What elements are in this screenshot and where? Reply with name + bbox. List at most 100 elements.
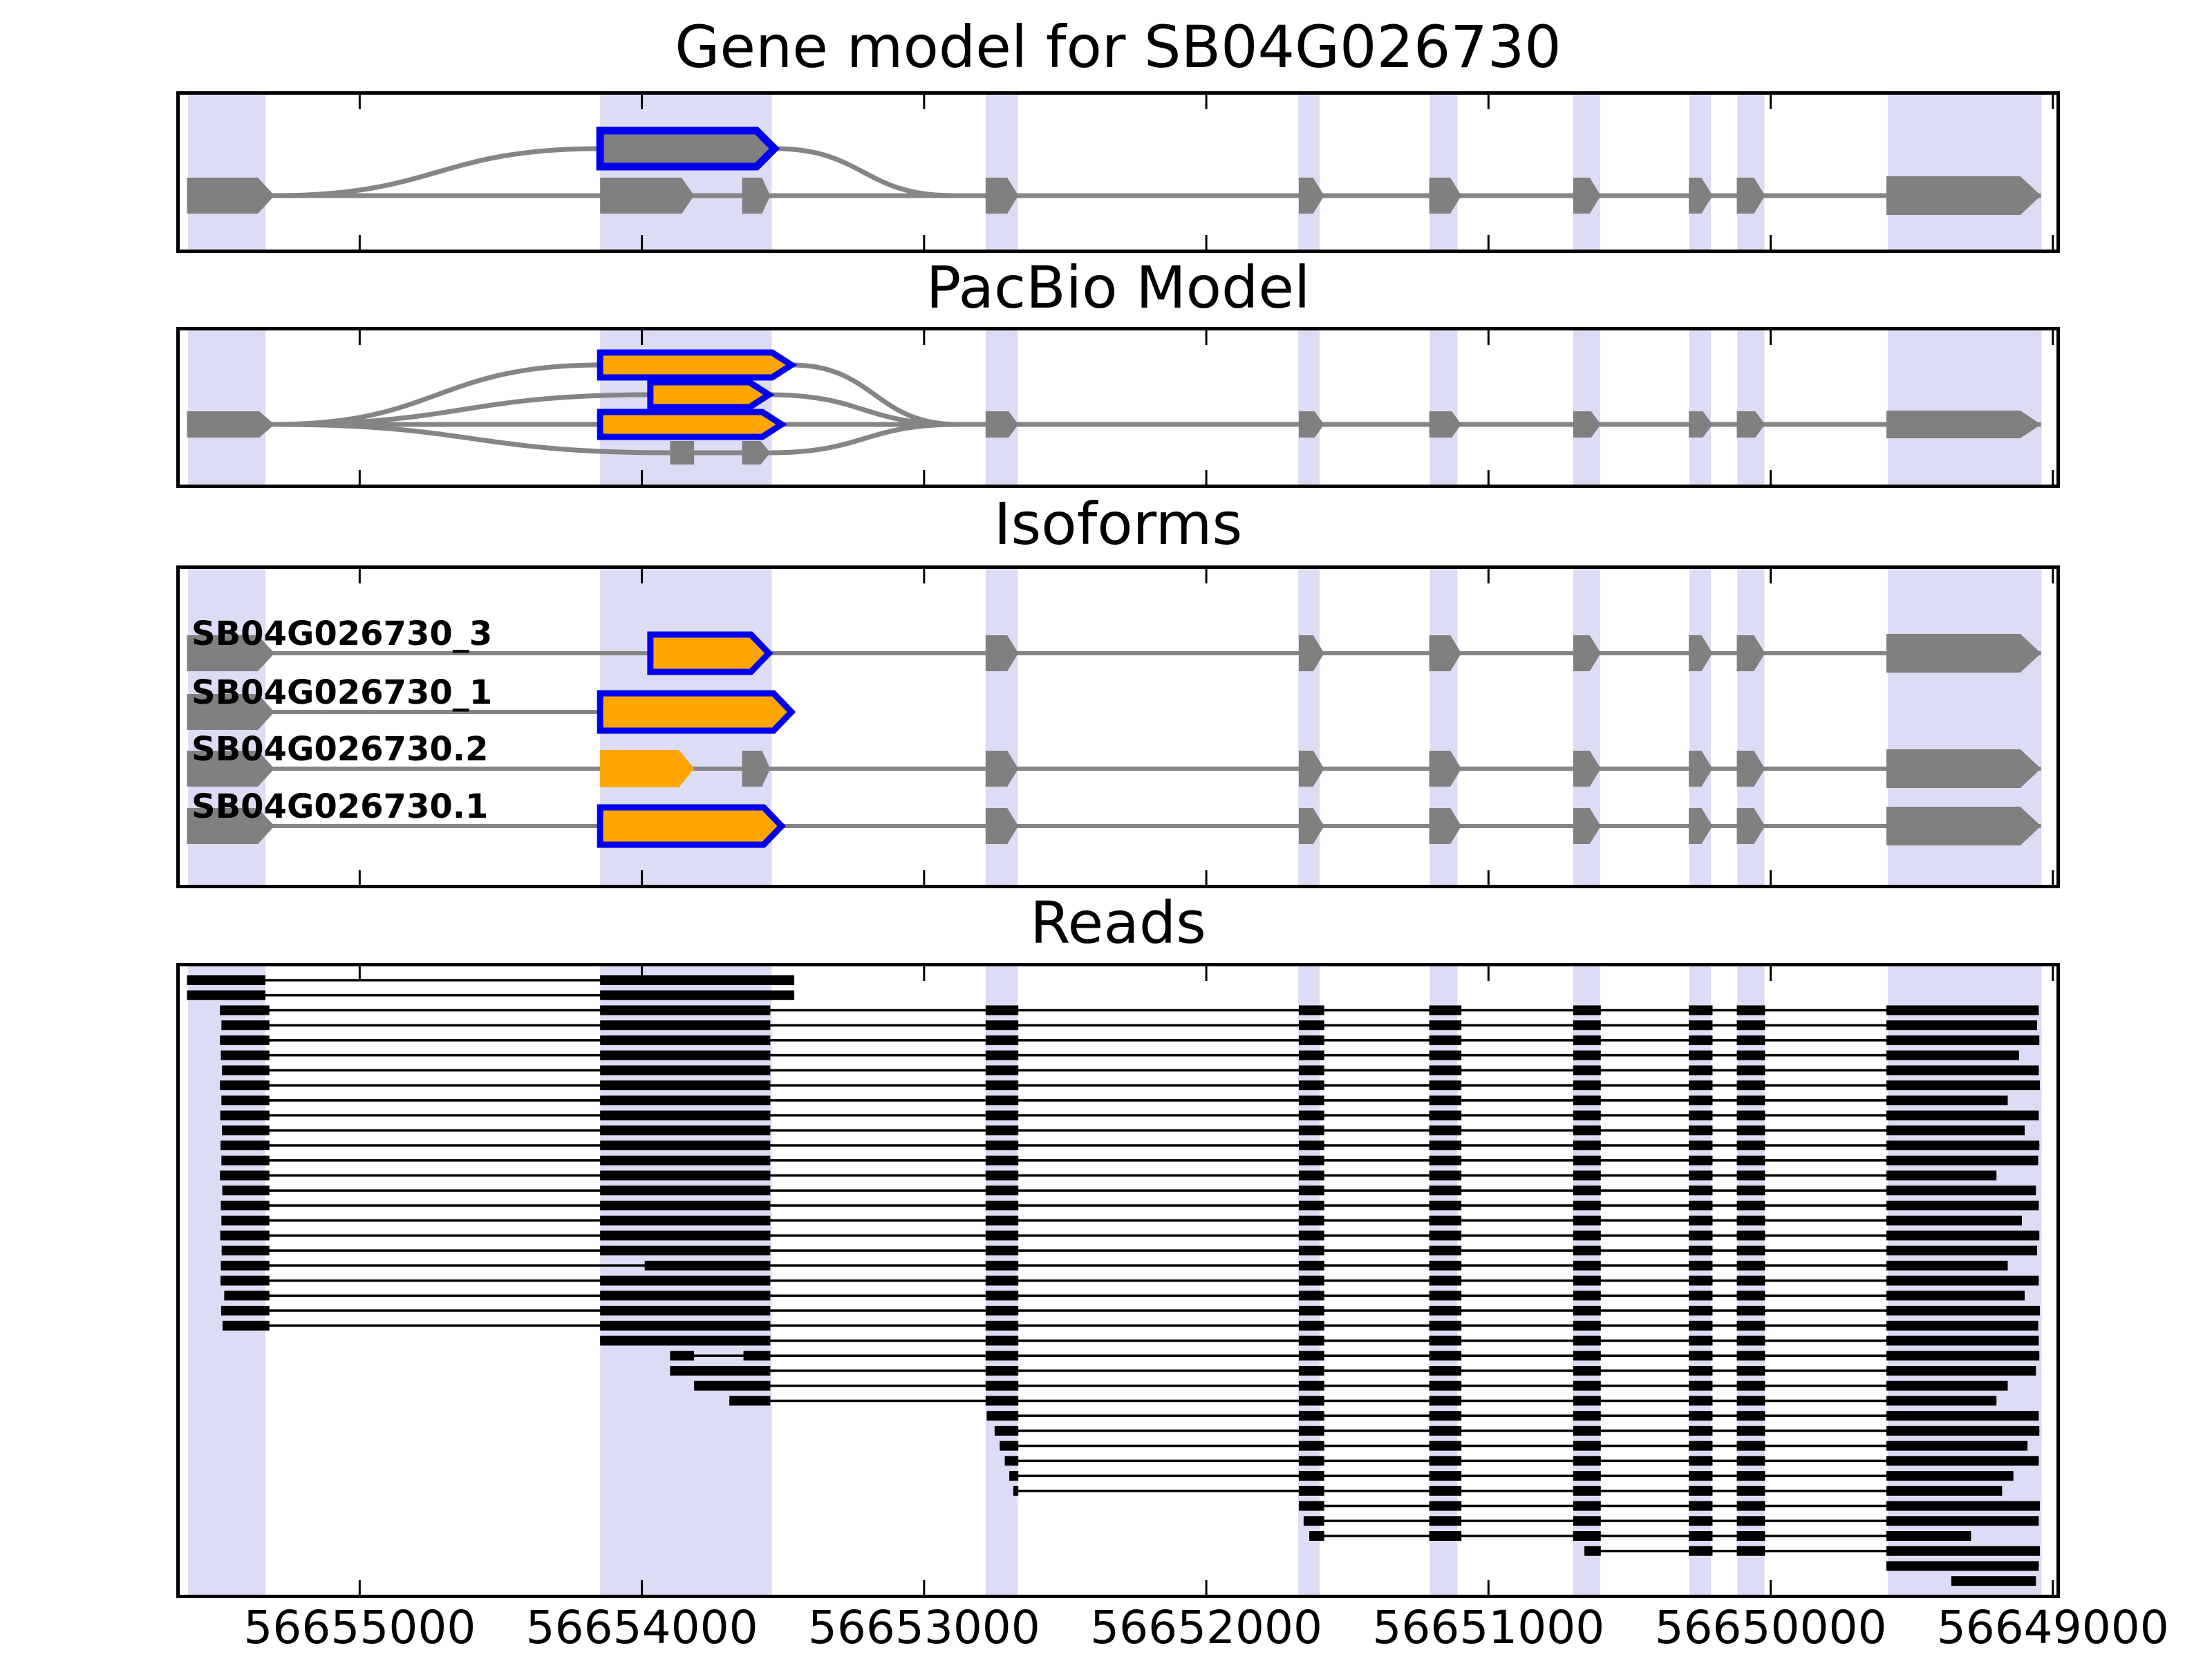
read-exon-segment: [1689, 1306, 1713, 1316]
read-exon-segment: [220, 1035, 270, 1045]
read-exon-segment: [1736, 1365, 1765, 1376]
read-exon-segment: [1736, 1485, 1765, 1496]
read-exon-segment: [1429, 1396, 1462, 1406]
read-exon-segment: [1429, 1141, 1462, 1151]
read-exon-segment: [1886, 1561, 2039, 1571]
read-exon-segment: [1886, 1365, 2036, 1376]
isoform-label: SB04G026730.1: [191, 787, 488, 826]
read-exon-segment: [1886, 1351, 2040, 1361]
highlight-band: [1887, 91, 2042, 253]
exon-e7: [1689, 808, 1713, 844]
read-row: [1951, 1576, 2036, 1586]
read-exon-segment: [1429, 1531, 1462, 1541]
read-row: [1298, 1501, 2041, 1511]
read-exon-segment: [1429, 1456, 1462, 1466]
highlight-band: [1737, 327, 1765, 488]
read-row: [220, 1005, 2039, 1015]
read-exon-segment: [1736, 1546, 1765, 1556]
intron-arc: [774, 146, 953, 198]
read-exon-segment: [1886, 1456, 2039, 1466]
read-exon-segment: [1689, 1396, 1713, 1406]
read-exon-segment: [1429, 1230, 1462, 1241]
read-row: [670, 1351, 2040, 1361]
x-axis-tick-label: 56654000: [525, 1601, 758, 1654]
read-row: [221, 1260, 2008, 1271]
read-exon-segment: [1736, 1441, 1765, 1451]
pacbio-orange-isoform: [647, 379, 775, 411]
pacbio-gray-exon: [670, 441, 695, 465]
read-exon-segment: [1429, 1080, 1462, 1091]
read-exon-segment: [1736, 1185, 1765, 1196]
read-exon-segment: [1429, 1260, 1462, 1271]
read-exon-segment: [1429, 1411, 1462, 1421]
highlight-band: [1430, 91, 1458, 253]
read-exon-segment: [600, 1110, 771, 1121]
x-axis-tick-label: 56649000: [1936, 1601, 2169, 1654]
isoform-orange-exon: [647, 631, 774, 675]
read-row: [224, 1291, 2025, 1301]
exon-e5: [1429, 178, 1462, 214]
read-exon-segment: [1886, 1200, 2039, 1210]
read-exon-segment: [985, 1351, 1019, 1361]
read-exon-segment: [600, 1020, 771, 1031]
read-exon-segment: [1573, 1185, 1601, 1196]
exon-e6: [1573, 808, 1601, 844]
isoform-orange-exon: [597, 690, 796, 734]
read-exon-segment: [1429, 1501, 1462, 1511]
read-exon-segment: [1886, 1155, 2038, 1165]
read-row: [221, 1155, 2038, 1165]
panel-border: [176, 327, 2060, 488]
read-exon-segment: [985, 1110, 1019, 1121]
exon-e1: [187, 808, 275, 844]
read-exon-segment: [1429, 1095, 1462, 1105]
read-exon-segment: [1886, 1306, 2041, 1316]
read-exon-segment: [985, 1035, 1019, 1045]
read-exon-segment: [600, 975, 795, 985]
read-exon-segment: [1736, 1380, 1765, 1391]
read-exon-segment: [1886, 1020, 2037, 1031]
read-exon-segment: [1573, 1065, 1601, 1076]
read-exon-segment: [600, 1185, 771, 1196]
read-exon-segment: [1689, 1035, 1713, 1045]
read-exon-segment: [1689, 1065, 1713, 1076]
highlight-band: [1298, 327, 1320, 488]
x-axis-tick-label: 56653000: [807, 1601, 1040, 1654]
read-exon-segment: [1689, 1260, 1713, 1271]
read-exon-segment: [1736, 1246, 1765, 1256]
read-exon-segment: [1736, 1320, 1765, 1331]
read-row: [1000, 1441, 2028, 1451]
read-exon-segment: [1573, 1351, 1601, 1361]
read-exon-segment: [985, 1005, 1019, 1015]
read-row: [220, 1080, 2041, 1091]
read-row: [221, 1306, 2041, 1316]
read-exon-segment: [1429, 1215, 1462, 1226]
read-exon-segment: [1689, 1005, 1713, 1015]
read-exon-segment: [1886, 1335, 2039, 1346]
exon-e6: [1573, 178, 1601, 214]
read-exon-segment: [187, 990, 266, 1000]
read-exon-segment: [1886, 1230, 2040, 1241]
pacbio-panel: [176, 327, 2060, 488]
read-exon-segment: [600, 1050, 771, 1060]
read-row: [1009, 1471, 2014, 1481]
read-exon-segment: [1429, 1125, 1462, 1136]
exon-e2b: [742, 178, 771, 214]
x-axis-tick-label: 56650000: [1654, 1601, 1887, 1654]
read-row: [187, 975, 795, 985]
panel-border: [176, 91, 2060, 253]
read-exon-segment: [221, 1275, 270, 1286]
read-exon-segment: [1736, 1411, 1765, 1421]
exon-e3: [985, 808, 1019, 844]
read-exon-segment: [1429, 1380, 1462, 1391]
exon-e5: [1429, 751, 1462, 787]
read-exon-segment: [1689, 1380, 1713, 1391]
read-exon-segment: [1736, 1260, 1765, 1271]
read-exon-segment: [985, 1320, 1019, 1331]
highlight-band: [985, 91, 1018, 253]
read-exon-segment: [1886, 1185, 2036, 1196]
read-exon-segment: [600, 1155, 771, 1165]
highlight-band: [1689, 327, 1712, 488]
read-exon-segment: [1689, 1456, 1713, 1466]
read-exon-segment: [221, 1050, 270, 1060]
read-exon-segment: [1429, 1365, 1462, 1376]
